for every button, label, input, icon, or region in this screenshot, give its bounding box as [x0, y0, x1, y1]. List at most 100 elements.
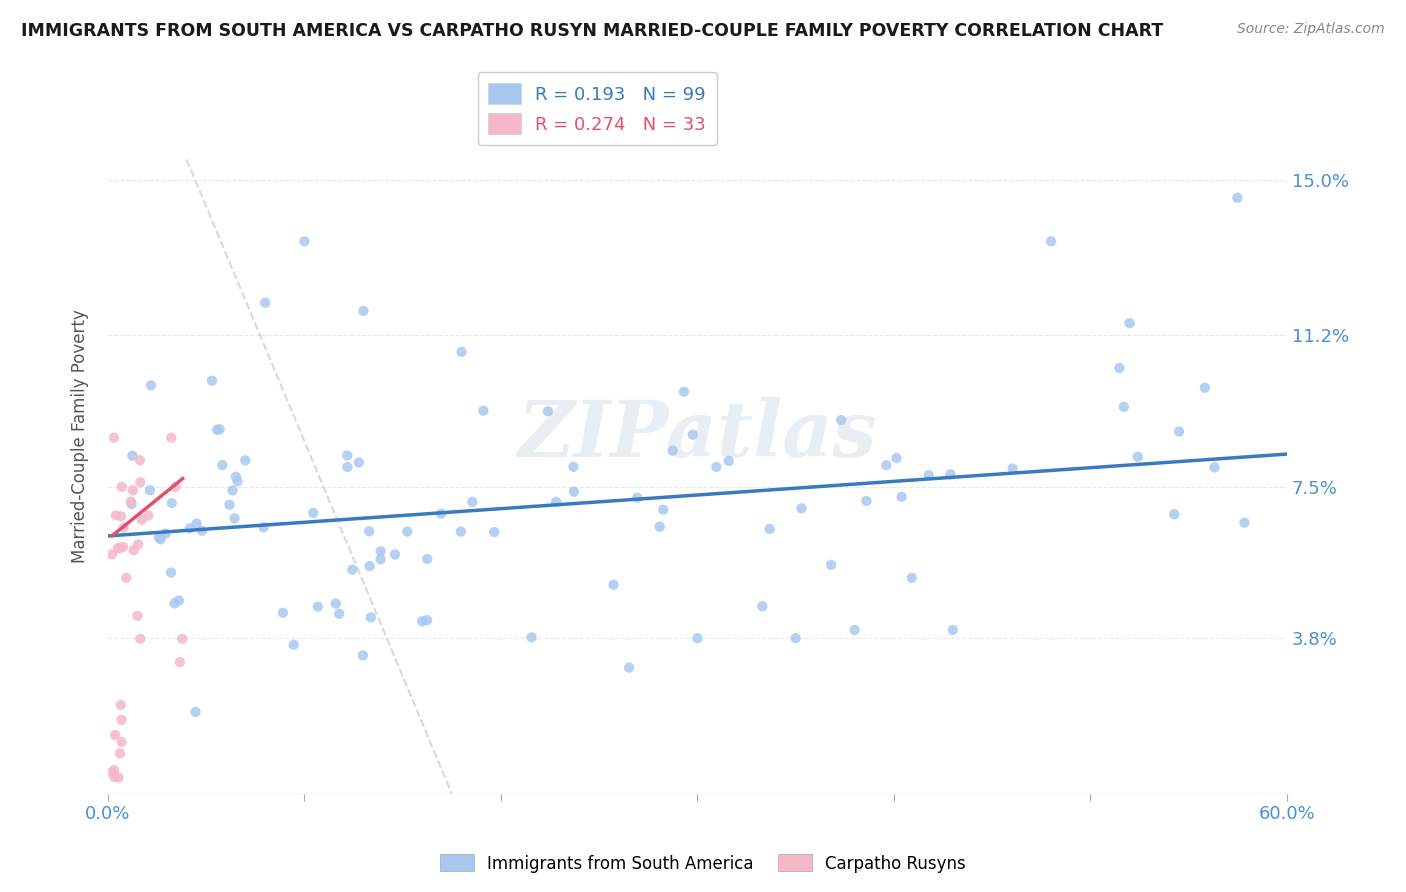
Point [416, 613, 439, 627]
Legend: R = 0.193   N = 99, R = 0.274   N = 33: R = 0.193 N = 99, R = 0.274 N = 33 [478, 72, 717, 145]
Point [208, 422, 231, 436]
Point [169, 655, 191, 669]
Point [537, 404, 560, 418]
Point [191, 524, 214, 538]
Point [226, 475, 249, 489]
Point [352, 648, 374, 663]
Point [131, 513, 153, 527]
Point [233, 453, 256, 467]
Point [101, 548, 124, 562]
Text: IMMIGRANTS FROM SOUTH AMERICA VS CARPATHO RUSYN MARRIED-COUPLE FAMILY POVERTY CO: IMMIGRANTS FROM SOUTH AMERICA VS CARPATH… [21, 22, 1163, 40]
Point [686, 631, 709, 645]
Point [148, 530, 170, 544]
Point [224, 511, 246, 525]
Point [939, 467, 962, 482]
Point [294, 235, 316, 249]
Point [900, 571, 922, 585]
Point [352, 304, 374, 318]
Point [626, 491, 648, 505]
Point [127, 537, 149, 551]
Point [111, 480, 134, 494]
Point [163, 596, 186, 610]
Point [370, 552, 392, 566]
Point [160, 566, 183, 580]
Point [918, 468, 941, 483]
Point [347, 456, 370, 470]
Point [110, 698, 132, 712]
Point [129, 632, 152, 646]
Text: Source: ZipAtlas.com: Source: ZipAtlas.com [1237, 22, 1385, 37]
Point [785, 631, 807, 645]
Point [112, 540, 135, 554]
Point [416, 552, 439, 566]
Point [472, 403, 495, 417]
Point [328, 607, 350, 621]
Point [890, 490, 912, 504]
Point [336, 449, 359, 463]
Point [121, 449, 143, 463]
Point [110, 509, 132, 524]
Point [661, 443, 683, 458]
Point [1226, 191, 1249, 205]
Point [461, 495, 484, 509]
Point [1040, 235, 1063, 249]
Point [121, 483, 143, 498]
Point [359, 524, 381, 539]
Point [704, 459, 727, 474]
Point [1168, 425, 1191, 439]
Point [172, 632, 194, 646]
Point [751, 599, 773, 614]
Point [1163, 508, 1185, 522]
Text: ZIPatlas: ZIPatlas [517, 398, 877, 474]
Point [103, 431, 125, 445]
Point [108, 747, 131, 761]
Point [149, 533, 172, 547]
Point [104, 508, 127, 523]
Point [652, 502, 675, 516]
Point [271, 606, 294, 620]
Point [562, 459, 585, 474]
Point [336, 460, 359, 475]
Point [160, 496, 183, 510]
Point [384, 548, 406, 562]
Point [370, 544, 392, 558]
Point [360, 610, 382, 624]
Point [520, 631, 543, 645]
Point [254, 295, 277, 310]
Legend: Immigrants from South America, Carpatho Rusyns: Immigrants from South America, Carpatho … [433, 847, 973, 880]
Point [450, 344, 472, 359]
Point [602, 578, 624, 592]
Point [325, 597, 347, 611]
Point [717, 454, 740, 468]
Point [1112, 400, 1135, 414]
Point [450, 524, 472, 539]
Point [253, 520, 276, 534]
Point [1001, 461, 1024, 475]
Point [104, 728, 127, 742]
Point [218, 498, 240, 512]
Point [1108, 361, 1130, 376]
Point [129, 475, 152, 490]
Point [1194, 381, 1216, 395]
Point [430, 507, 453, 521]
Point [101, 765, 124, 780]
Point [359, 559, 381, 574]
Point [107, 770, 129, 784]
Point [1204, 460, 1226, 475]
Point [122, 543, 145, 558]
Point [165, 480, 187, 494]
Point [302, 506, 325, 520]
Point [160, 431, 183, 445]
Point [103, 763, 125, 777]
Point [484, 525, 506, 540]
Point [167, 593, 190, 607]
Point [617, 660, 640, 674]
Point [139, 378, 162, 392]
Point [211, 458, 233, 472]
Point [758, 522, 780, 536]
Point [155, 526, 177, 541]
Point [942, 623, 965, 637]
Point [115, 571, 138, 585]
Point [225, 469, 247, 483]
Point [184, 705, 207, 719]
